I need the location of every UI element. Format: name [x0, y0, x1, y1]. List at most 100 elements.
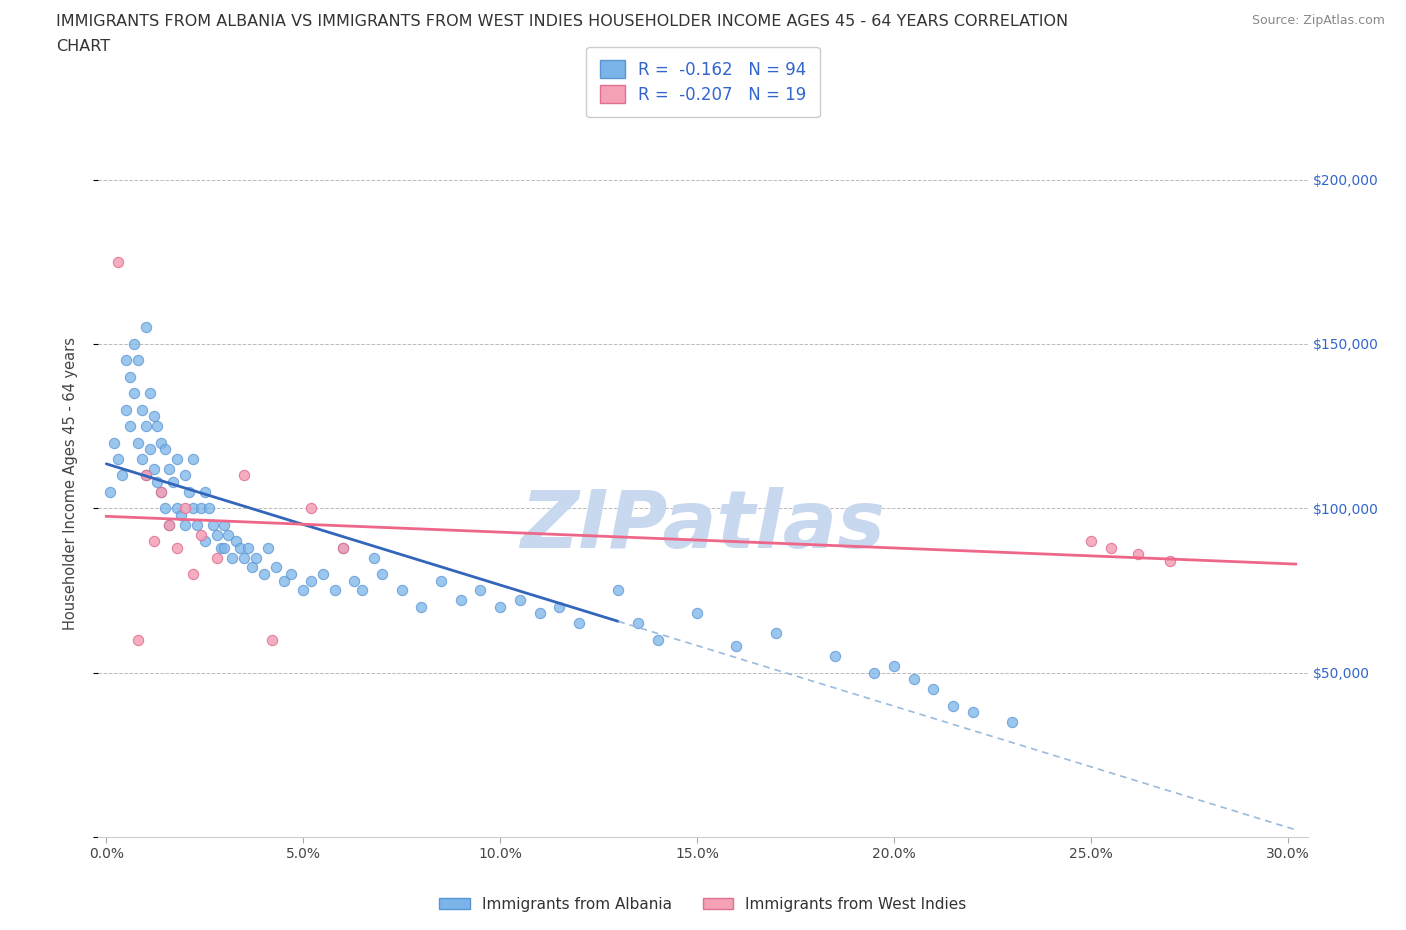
Point: [430, 573, 453, 588]
Point: [174, 501, 197, 516]
Point: [217, 527, 239, 542]
Point: [236, 540, 259, 555]
Point: [371, 566, 394, 581]
Point: [903, 671, 925, 686]
Point: [155, 501, 177, 516]
Point: [292, 583, 315, 598]
Point: [391, 583, 413, 598]
Point: [150, 485, 173, 499]
Point: [343, 573, 366, 588]
Point: [142, 534, 165, 549]
Point: [138, 386, 160, 401]
Point: [131, 402, 153, 417]
Legend: R =  -0.162   N = 94, R =  -0.207   N = 19: R = -0.162 N = 94, R = -0.207 N = 19: [586, 46, 820, 117]
Point: [568, 616, 591, 631]
Point: [181, 566, 204, 581]
Point: [1080, 534, 1102, 549]
Point: [323, 583, 346, 598]
Point: [201, 517, 224, 532]
Point: [174, 468, 197, 483]
Point: [103, 435, 125, 450]
Text: Source: ZipAtlas.com: Source: ZipAtlas.com: [1251, 14, 1385, 27]
Point: [115, 352, 138, 367]
Point: [225, 534, 247, 549]
Point: [150, 435, 173, 450]
Point: [214, 540, 236, 555]
Point: [166, 451, 188, 466]
Point: [135, 468, 157, 483]
Point: [352, 583, 374, 598]
Point: [146, 474, 169, 489]
Point: [922, 682, 945, 697]
Point: [299, 573, 322, 588]
Point: [127, 435, 149, 450]
Point: [166, 540, 188, 555]
Point: [647, 632, 669, 647]
Point: [194, 534, 217, 549]
Point: [529, 606, 551, 621]
Point: [1159, 553, 1181, 568]
Point: [157, 517, 180, 532]
Point: [260, 632, 283, 647]
Point: [233, 551, 256, 565]
Point: [548, 600, 571, 615]
Point: [332, 540, 354, 555]
Point: [686, 606, 709, 621]
Point: [245, 551, 267, 565]
Point: [135, 468, 157, 483]
Point: [107, 451, 129, 466]
Point: [273, 573, 295, 588]
Point: [205, 527, 228, 542]
Point: [115, 402, 138, 417]
Point: [411, 600, 433, 615]
Point: [209, 540, 232, 555]
Point: [177, 485, 200, 499]
Point: [107, 254, 129, 269]
Text: ZIPatlas: ZIPatlas: [520, 487, 886, 565]
Point: [1128, 547, 1150, 562]
Point: [1099, 540, 1122, 555]
Point: [142, 409, 165, 424]
Point: [142, 461, 165, 476]
Point: [118, 369, 141, 384]
Point: [162, 474, 184, 489]
Point: [489, 600, 512, 615]
Point: [98, 485, 121, 499]
Point: [470, 583, 492, 598]
Point: [229, 540, 252, 555]
Point: [256, 540, 278, 555]
Text: IMMIGRANTS FROM ALBANIA VS IMMIGRANTS FROM WEST INDIES HOUSEHOLDER INCOME AGES 4: IMMIGRANTS FROM ALBANIA VS IMMIGRANTS FR…: [56, 14, 1069, 29]
Point: [264, 560, 287, 575]
Point: [197, 501, 219, 516]
Point: [332, 540, 354, 555]
Y-axis label: Householder Income Ages 45 - 64 years: Householder Income Ages 45 - 64 years: [63, 337, 77, 631]
Point: [1001, 714, 1024, 729]
Point: [509, 592, 531, 607]
Point: [233, 468, 256, 483]
Point: [312, 566, 335, 581]
Point: [170, 508, 193, 523]
Point: [725, 639, 748, 654]
Point: [299, 501, 322, 516]
Point: [221, 551, 243, 565]
Point: [111, 468, 134, 483]
Point: [363, 551, 385, 565]
Point: [122, 337, 145, 352]
Point: [122, 386, 145, 401]
Point: [607, 583, 630, 598]
Point: [450, 592, 472, 607]
Point: [883, 658, 905, 673]
Point: [194, 485, 217, 499]
Point: [824, 649, 846, 664]
Point: [205, 551, 228, 565]
Legend: Immigrants from Albania, Immigrants from West Indies: Immigrants from Albania, Immigrants from…: [433, 891, 973, 918]
Point: [181, 451, 204, 466]
Text: CHART: CHART: [56, 39, 110, 54]
Point: [942, 698, 965, 713]
Point: [150, 485, 173, 499]
Point: [190, 527, 212, 542]
Point: [240, 560, 263, 575]
Point: [131, 451, 153, 466]
Point: [157, 517, 180, 532]
Point: [186, 517, 208, 532]
